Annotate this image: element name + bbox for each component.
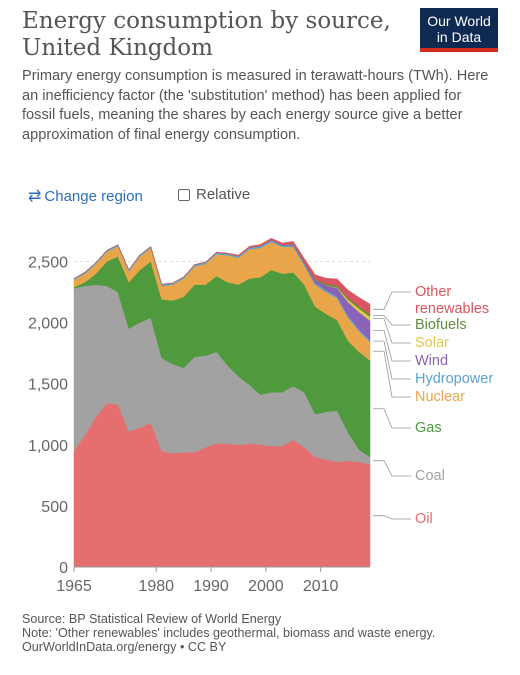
legend-item-hydropower[interactable]: Hydropower [373,340,493,387]
legend-label: Biofuels [415,317,467,333]
y-tick-label: 500 [41,499,68,516]
relative-toggle[interactable]: Relative [178,186,250,203]
relative-label: Relative [196,186,251,203]
legend-connector [373,408,411,429]
legend-label: Gas [415,420,442,436]
chart-subtitle: Primary energy consumption is measured i… [22,68,489,143]
note-text: Note: 'Other renewables' includes geothe… [22,626,436,640]
legend-connector [373,460,411,477]
legend-item-other[interactable]: Other renewables [373,284,489,317]
x-tick-label: 1980 [138,578,174,595]
legend-label: Other renewables [415,284,489,317]
legend-connector [373,515,411,520]
legend-connector [373,340,411,380]
x-tick-label: 1990 [193,578,229,595]
x-tick-label: 2000 [248,578,284,595]
legend-item-coal[interactable]: Coal [373,460,445,484]
legend-item-biofuels[interactable]: Biofuels [373,315,467,333]
legend-label: Oil [415,511,433,527]
credit-link[interactable]: OurWorldInData.org/energy • CC BY [22,640,227,654]
legend-label: Solar [415,335,449,351]
legend-connector [373,350,411,398]
change-region-button[interactable]: ⇄ Change region [28,186,143,206]
swap-arrows-icon: ⇄ [28,188,42,205]
chart-title: Energy consumption by source, United Kin… [22,8,391,61]
y-tick-label: 0 [59,560,68,577]
legend-connector [373,315,411,326]
legend-connector [373,329,411,362]
legend-item-solar[interactable]: Solar [373,318,449,351]
x-tick-label: 1965 [56,578,92,595]
x-tick-label: 2010 [303,578,339,595]
owid-logo[interactable]: Our World in Data [420,8,498,52]
logo-line-2: in Data [436,29,482,45]
stacked-areas [73,237,371,568]
checkbox-icon[interactable] [178,188,190,201]
y-tick-label: 1,000 [28,438,68,455]
legend-label: Coal [415,468,445,484]
y-axis: 0 500 1,000 1,500 2,000 2,500 [28,254,68,577]
legend-label: Wind [415,353,448,369]
chart-footer: Source: BP Statistical Review of World E… [22,612,502,654]
area-other[interactable] [73,237,371,315]
legend-item-gas[interactable]: Gas [373,408,442,436]
legend-label: Nuclear [415,389,465,405]
logo-accent-bar [420,48,498,52]
legend-item-nuclear[interactable]: Nuclear [373,350,465,405]
y-tick-label: 1,500 [28,377,68,394]
logo-line-1: Our World [427,13,491,29]
source-text: Source: BP Statistical Review of World E… [22,612,282,626]
x-axis: 1965 1980 1990 2000 2010 [56,566,370,595]
chart-controls: ⇄ Change region Relative [28,186,250,206]
energy-area-chart: 0 500 1,000 1,500 2,000 2,500 1965 1980 1990 200… [28,237,493,595]
legend-item-wind[interactable]: Wind [373,329,448,369]
change-region-label: Change region [44,187,143,205]
legend-connector [373,318,411,344]
y-tick-label: 2,000 [28,316,68,333]
legend-connector [373,291,411,310]
legend-label: Hydropower [415,371,493,387]
y-tick-label: 2,500 [28,254,68,271]
legend-item-oil[interactable]: Oil [373,511,433,527]
